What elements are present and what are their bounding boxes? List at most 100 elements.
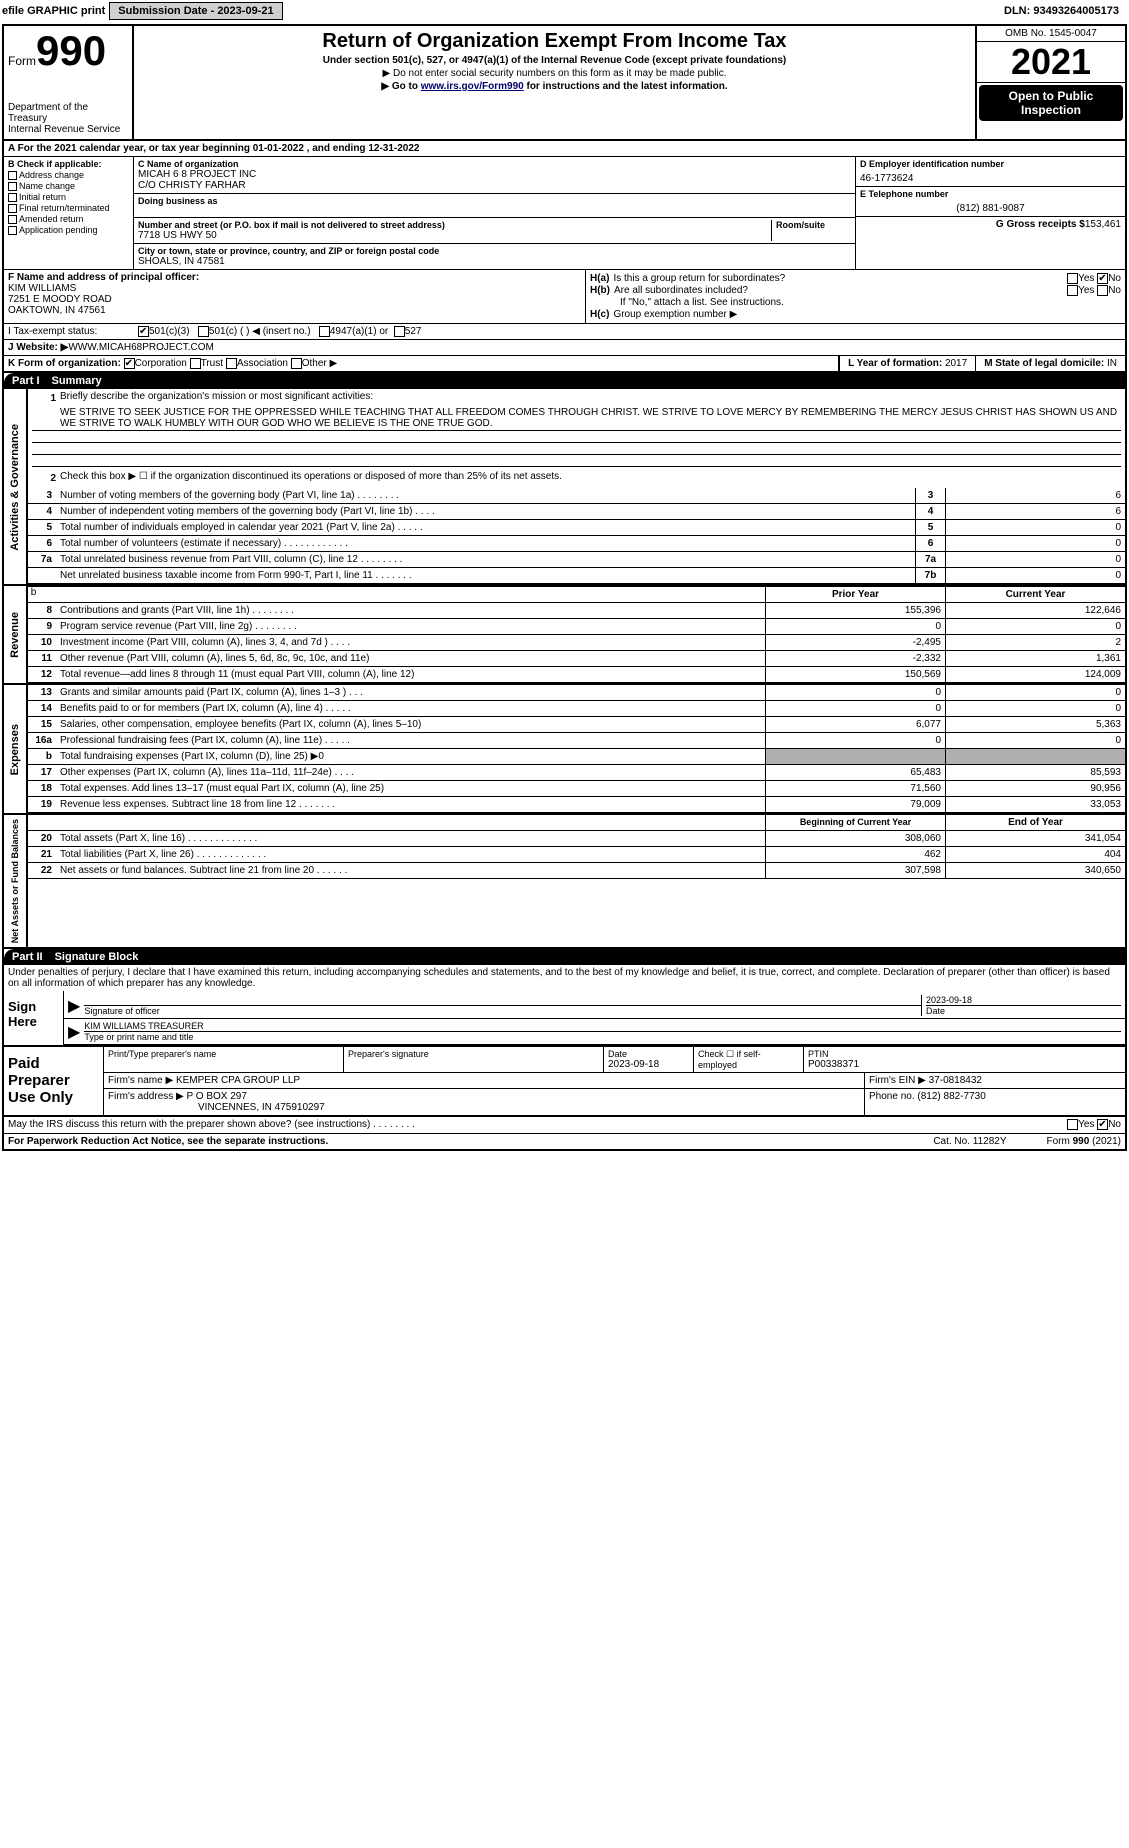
label-app-pending: Application pending [19,225,98,235]
officer-label: F Name and address of principal officer: [8,272,199,283]
ein-label: D Employer identification number [860,159,1121,169]
prior-value: 71,560 [765,781,945,796]
firm-ein-value: 37-0818432 [929,1075,982,1086]
prior-value: 307,598 [765,863,945,878]
label-final-return: Final return/terminated [19,203,110,213]
expenses-section: Expenses 13 Grants and similar amounts p… [4,685,1125,815]
row-num: 10 [28,635,56,650]
hb-yes[interactable] [1067,285,1078,296]
chk-initial-return[interactable] [8,193,17,202]
chk-527[interactable] [394,326,405,337]
phone-value: (812) 881-9087 [860,203,1121,214]
row-num: 12 [28,667,56,682]
row-num: 5 [28,520,56,535]
form-label: Form [8,54,36,68]
discuss-yes[interactable] [1067,1119,1078,1130]
row-num: 11 [28,651,56,666]
data-row: 20 Total assets (Part X, line 16) . . . … [28,831,1125,847]
chk-assoc[interactable] [226,358,237,369]
chk-address-change[interactable] [8,171,17,180]
form-note2: ▶ Go to www.irs.gov/Form990 for instruct… [142,81,967,92]
dept-label: Department of the TreasuryInternal Reven… [8,102,128,135]
opt-other: Other ▶ [302,358,337,369]
row-value: 0 [945,520,1125,535]
opt-501c3: 501(c)(3) [149,326,190,337]
label-initial-return: Initial return [19,192,66,202]
hb-note: If "No," attach a list. See instructions… [620,297,784,308]
prep-name-label: Print/Type preparer's name [108,1049,339,1059]
submission-date-button[interactable]: Submission Date - 2023-09-21 [109,2,282,20]
col-b-label: B Check if applicable: [8,159,129,169]
data-row: 10 Investment income (Part VIII, column … [28,635,1125,651]
chk-amended[interactable] [8,215,17,224]
data-row: 16a Professional fundraising fees (Part … [28,733,1125,749]
row-text: Total expenses. Add lines 13–17 (must eq… [56,781,765,796]
opt-assoc: Association [237,358,288,369]
chk-501c3[interactable] [138,326,149,337]
row-text: Total unrelated business revenue from Pa… [56,552,915,567]
org-name: MICAH 6 8 PROJECT INC [138,169,851,180]
prior-value: 65,483 [765,765,945,780]
chk-application-pending[interactable] [8,226,17,235]
opt-501c: 501(c) ( ) ◀ (insert no.) [209,326,311,337]
row-a-tax-year: A For the 2021 calendar year, or tax yea… [4,141,1125,157]
phone-label: E Telephone number [860,189,1121,199]
ha-text: Is this a group return for subordinates? [613,273,785,284]
part-ii-title: Signature Block [55,951,139,963]
discuss-no[interactable] [1097,1119,1108,1130]
opt-corp: Corporation [135,358,187,369]
prior-value: 308,060 [765,831,945,846]
tax-exempt-label: I Tax-exempt status: [8,326,138,337]
chk-4947[interactable] [319,326,330,337]
chk-name-change[interactable] [8,182,17,191]
org-careof: C/O CHRISTY FARHAR [138,180,851,191]
row-text: Other expenses (Part IX, column (A), lin… [56,765,765,780]
hb-no[interactable] [1097,285,1108,296]
gross-label: G Gross receipts $ [996,219,1085,230]
row-num: 18 [28,781,56,796]
row-box: 5 [915,520,945,535]
current-value: 124,009 [945,667,1125,682]
signature-section: Sign Here ▶ Signature of officer 2023-09… [4,991,1125,1047]
section-bcdefg: B Check if applicable: Address change Na… [4,157,1125,270]
row-text: Revenue less expenses. Subtract line 18 … [56,797,765,812]
irs-link[interactable]: www.irs.gov/Form990 [421,81,524,92]
part-i-label: Part I [12,375,52,387]
spacer-b: b [28,587,765,602]
officer-addr2: OAKTOWN, IN 47561 [8,305,581,316]
netassets-vlabel: Net Assets or Fund Balances [8,815,22,947]
row-num: 16a [28,733,56,748]
label-address-change: Address change [19,170,84,180]
chk-other[interactable] [291,358,302,369]
chk-501c[interactable] [198,326,209,337]
data-row: 18 Total expenses. Add lines 13–17 (must… [28,781,1125,797]
addr-label: Number and street (or P.O. box if mail i… [138,220,771,230]
chk-corp[interactable] [124,358,135,369]
data-row: 11 Other revenue (Part VIII, column (A),… [28,651,1125,667]
revenue-section: Revenue b Prior Year Current Year 8 Cont… [4,586,1125,685]
current-value [945,749,1125,764]
prior-value: 0 [765,685,945,700]
row-text: Total revenue—add lines 8 through 11 (mu… [56,667,765,682]
website-value: WWW.MICAH68PROJECT.COM [68,342,214,353]
current-value: 404 [945,847,1125,862]
sign-here-label: Sign Here [4,991,64,1045]
org-form-label: K Form of organization: [8,358,121,369]
row-box: 7b [915,568,945,583]
row-text: Net unrelated business taxable income fr… [56,568,915,583]
ha-yes[interactable] [1067,273,1078,284]
chk-trust[interactable] [190,358,201,369]
part-ii-header: Part II Signature Block [4,949,1125,965]
chk-final-return[interactable] [8,204,17,213]
row-text: Contributions and grants (Part VIII, lin… [56,603,765,618]
row-num: 7a [28,552,56,567]
data-row: 12 Total revenue—add lines 8 through 11 … [28,667,1125,683]
firm-addr-label: Firm's address ▶ [108,1091,184,1102]
ha-no[interactable] [1097,273,1108,284]
current-value: 0 [945,701,1125,716]
form-990-container: Form 990 Department of the TreasuryInter… [2,24,1127,1151]
current-value: 2 [945,635,1125,650]
data-row: 15 Salaries, other compensation, employe… [28,717,1125,733]
current-value: 85,593 [945,765,1125,780]
prior-value: -2,495 [765,635,945,650]
